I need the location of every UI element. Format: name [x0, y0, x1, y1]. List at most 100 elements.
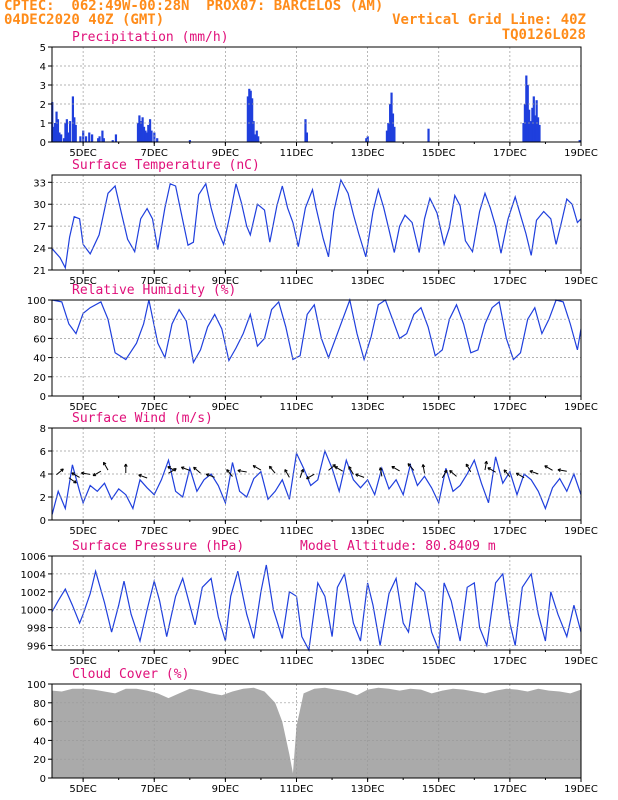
header-grid-line: Vertical Grid Line: 40Z [392, 12, 586, 28]
xtick-label: 5DEC [69, 276, 96, 287]
precip-bar [55, 111, 58, 142]
precip-bar [535, 100, 538, 142]
wind-arrow [516, 472, 525, 479]
wind-arrow-head [138, 474, 142, 478]
ytick-label: 0 [40, 516, 46, 527]
wind-arrow [484, 461, 488, 471]
precip-bar [578, 140, 581, 142]
precip-bar [153, 132, 156, 142]
panel-title-precip: Precipitation (mm/h) [72, 30, 229, 45]
ytick-label: 24 [33, 244, 46, 255]
precip-bar [67, 132, 70, 142]
wind-arrow-head [529, 470, 533, 474]
precip-bar [393, 126, 396, 142]
wind-arrow [306, 473, 315, 480]
panel-frame-press [51, 555, 582, 651]
ytick-label: 996 [27, 642, 46, 653]
xtick-label: 15DEC [422, 402, 456, 413]
wind-arrow-head [487, 467, 490, 471]
wind-arrow [391, 466, 400, 472]
precip-bar [305, 132, 309, 142]
wind-arrow [103, 462, 109, 471]
precip-bar [114, 134, 118, 142]
precip-bar [102, 138, 105, 142]
precip-bar [249, 90, 252, 142]
ytick-label: 100 [27, 680, 46, 691]
wind-arrow [441, 469, 448, 479]
wind-arrow-head [237, 470, 241, 473]
ytick-label: 1000 [21, 606, 46, 617]
panel-frame-wind [51, 427, 582, 521]
precip-bar [525, 75, 528, 142]
ytick-label: 2 [40, 493, 46, 504]
precip-bar [68, 121, 72, 142]
header-station: CPTEC: 062:49W-00:28N PROX07: BARCELOS (… [4, 0, 384, 14]
precip-bar [522, 123, 525, 142]
precip-bar [138, 115, 141, 142]
panel-title-temp: Surface Temperature (nC) [72, 158, 260, 173]
wind-arrow-head [332, 464, 336, 466]
precip-bar [257, 136, 260, 142]
wind-arrow [226, 469, 233, 477]
precip-bar [536, 117, 540, 142]
xtick-label: 15DEC [422, 526, 456, 537]
series-line-wind [51, 449, 582, 515]
wind-arrow [544, 465, 553, 471]
precip-bar [97, 138, 100, 142]
wind-arrow-head [443, 469, 448, 473]
series-line-rh [52, 297, 582, 365]
precip-bar [147, 124, 150, 142]
wind-arrow-head [484, 460, 487, 464]
wind-arrow-head [252, 465, 256, 469]
wind-arrow [252, 465, 262, 471]
wind-arrow-head [205, 473, 209, 477]
xtick-label: 7DEC [141, 656, 168, 667]
xtick-label: 7DEC [141, 276, 168, 287]
ytick-label: 20 [33, 373, 46, 384]
precip-bar [391, 113, 395, 142]
cloud-area [52, 687, 582, 778]
ytick-label: 60 [33, 334, 46, 345]
precip-bar [144, 130, 147, 142]
header-model-code: TQ0126L028 [501, 27, 586, 43]
precip-bar [88, 132, 91, 142]
panel-subtitle-press: Model Altitude: 80.8409 m [300, 539, 496, 554]
xtick-label: 19DEC [564, 402, 598, 413]
xtick-label: 13DEC [351, 402, 385, 413]
wind-arrow [379, 467, 383, 477]
precip-bar [73, 117, 76, 142]
ytick-label: 21 [33, 266, 46, 277]
ytick-label: 33 [33, 178, 46, 189]
xtick-label: 9DEC [212, 656, 239, 667]
precip-bar [111, 140, 114, 142]
xtick-label: 11DEC [280, 526, 314, 537]
wind-arrow [206, 473, 215, 478]
wind-arrow-head [355, 473, 358, 477]
ytick-label: 6 [40, 447, 46, 458]
xtick-label: 19DEC [564, 148, 598, 159]
precip-bar [79, 136, 82, 142]
series-line-press [51, 564, 582, 652]
precip-bar [65, 119, 68, 142]
precip-bar [74, 124, 77, 142]
ytick-label: 100 [27, 296, 46, 307]
xtick-label: 9DEC [212, 402, 239, 413]
precip-bar [91, 134, 94, 142]
xtick-label: 19DEC [564, 276, 598, 287]
panel-frame-cloud [51, 683, 582, 779]
precip-bar [188, 140, 192, 142]
wind-arrow [268, 465, 276, 474]
wind-arrow-head [334, 466, 337, 470]
precip-bar [246, 96, 249, 142]
precip-bar [365, 138, 368, 142]
wind-arrow-head [268, 466, 271, 470]
xtick-label: 5DEC [69, 784, 96, 795]
xtick-label: 9DEC [212, 784, 239, 795]
panel-frame-rh [51, 299, 582, 397]
xtick-label: 11DEC [280, 402, 314, 413]
precip-bar [58, 132, 61, 142]
ytick-label: 1002 [21, 588, 46, 599]
precip-bar [136, 123, 140, 142]
wind-arrow [181, 466, 190, 471]
wind-arrow [407, 463, 415, 471]
